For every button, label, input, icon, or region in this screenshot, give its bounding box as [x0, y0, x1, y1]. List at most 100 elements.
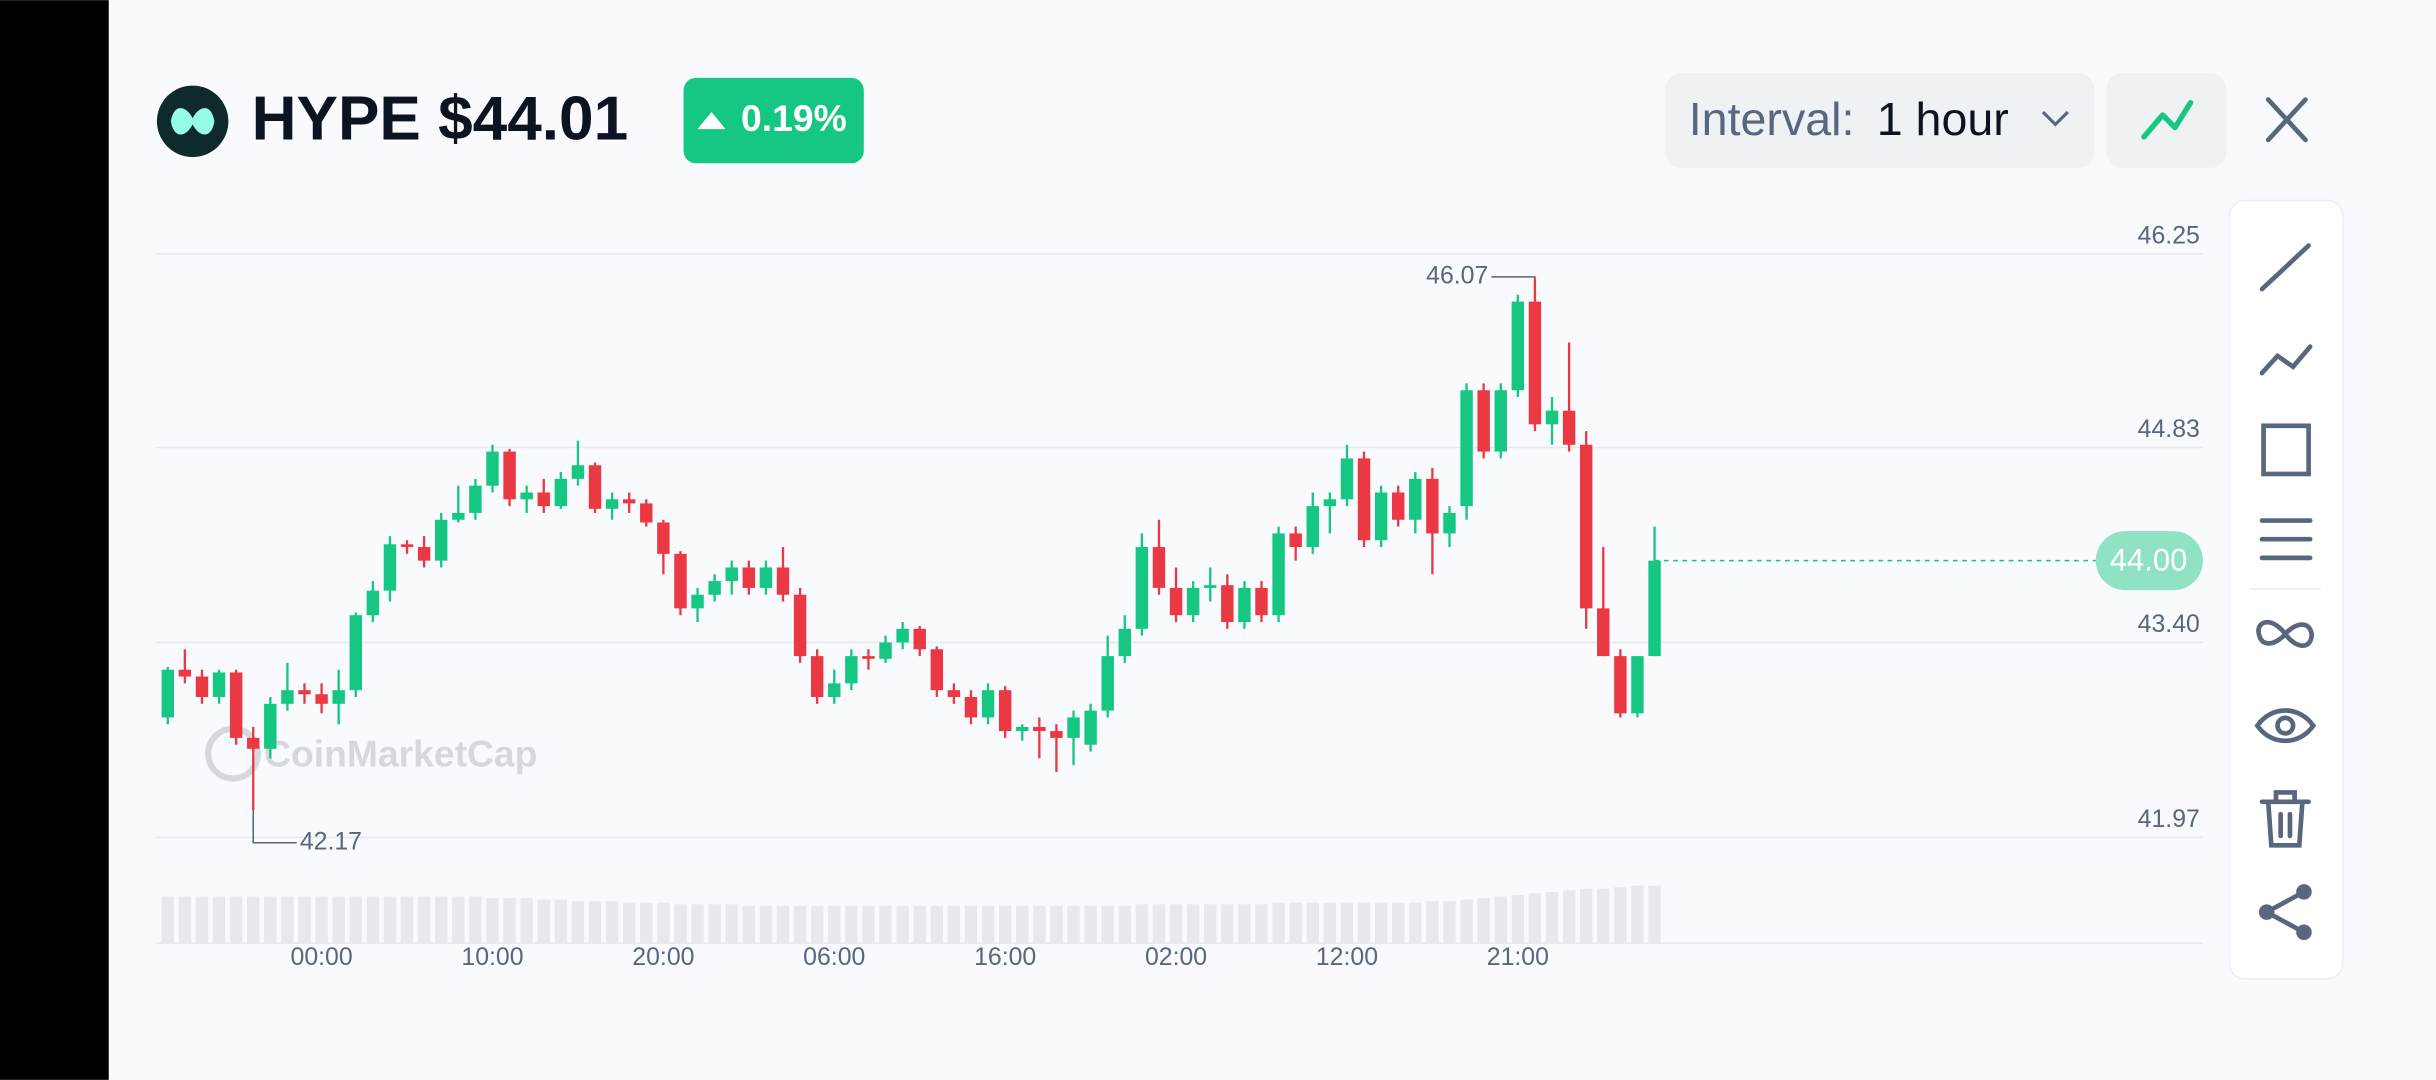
volume-bar: [981, 905, 995, 944]
candle-body: [691, 594, 704, 609]
polyline-tool[interactable]: [2259, 344, 2313, 376]
volume-bar: [862, 905, 875, 944]
candle-body: [793, 594, 807, 657]
candle-body: [349, 615, 362, 691]
watermark: CoinMarketCap: [264, 733, 537, 775]
share-dot: [2296, 884, 2312, 900]
candle-body: [1186, 587, 1200, 616]
parallel-tool[interactable]: [2259, 518, 2313, 561]
volume-bar: [486, 898, 499, 944]
candle-body: [1323, 499, 1337, 507]
candle-body: [640, 503, 653, 523]
max-marker: [1491, 276, 1536, 279]
candle-body: [759, 567, 773, 588]
candle-body: [1409, 478, 1422, 520]
volume-bar: [1204, 904, 1217, 944]
candle-body: [161, 669, 174, 718]
volume-bar: [1511, 894, 1525, 944]
volume-bar: [913, 905, 926, 944]
candle-body: [520, 492, 533, 500]
x-tick-label: 21:00: [1487, 944, 1549, 971]
candle-body: [1528, 301, 1542, 425]
volume-bar: [1340, 902, 1354, 944]
candle-body: [383, 544, 397, 591]
candle-body: [776, 567, 790, 595]
candle-body: [1272, 533, 1285, 616]
volume-bar: [1152, 904, 1166, 944]
candle-body: [1597, 608, 1610, 657]
max-label: 46.07: [1426, 262, 1488, 289]
volume-bar: [845, 905, 858, 944]
volume-bar: [366, 896, 380, 944]
x-tick-label: 20:00: [632, 944, 694, 971]
volume-bar: [622, 902, 636, 944]
close-button[interactable]: [2265, 97, 2308, 143]
candle-body: [1374, 492, 1388, 541]
volume-bar: [1374, 902, 1388, 944]
rectangle-tool[interactable]: [2261, 423, 2311, 477]
volume-bar: [349, 896, 362, 944]
volume-bar: [264, 896, 277, 944]
volume-bar: [520, 898, 533, 944]
volume-bar: [1545, 891, 1559, 944]
volume-bar: [588, 901, 602, 944]
candle-body: [930, 649, 944, 691]
up-arrow: [697, 111, 726, 130]
candle-body: [1135, 547, 1149, 629]
interval-button[interactable]: [1665, 73, 2095, 168]
volume-bar: [674, 904, 687, 944]
candle-body: [1118, 628, 1131, 657]
volume-bar: [725, 904, 738, 944]
volume-bar: [1135, 904, 1149, 944]
x-tick-label: 02:00: [1145, 944, 1207, 971]
volume-bar: [1528, 893, 1542, 944]
candle-body: [400, 544, 414, 548]
candle-body: [1169, 587, 1183, 616]
volume-bar: [828, 905, 841, 944]
candle-body: [298, 690, 311, 695]
link-tool[interactable]: [2256, 620, 2315, 648]
candle-body: [1289, 533, 1302, 548]
candle-body: [657, 522, 670, 554]
candle-body: [879, 642, 892, 659]
side-bar: [0, 0, 109, 1080]
visibility-tool[interactable]: [2254, 708, 2317, 743]
volume-bar: [1118, 905, 1131, 944]
eye-pupil: [2275, 715, 2296, 736]
volume-bar: [879, 905, 892, 944]
volume-bar: [657, 902, 670, 944]
volume-bar: [1255, 904, 1268, 944]
interval-value: 1 hour: [1877, 93, 2009, 145]
candle-body: [1204, 585, 1217, 588]
volume-bar: [383, 896, 397, 944]
volume-bar: [947, 905, 961, 944]
title: HYPE $44.01: [252, 84, 628, 153]
volume-bar: [212, 896, 226, 944]
candle-body: [708, 581, 721, 595]
volume-bar: [1272, 902, 1285, 944]
delete-tool[interactable]: [2259, 790, 2311, 848]
trend-line-tool[interactable]: [2259, 243, 2311, 292]
candle-body: [605, 499, 619, 509]
volume-bar: [1631, 885, 1644, 944]
current-price-badge: [2095, 531, 2203, 591]
candle-body: [1357, 458, 1371, 541]
candle-body: [1050, 731, 1063, 738]
candle-body: [1460, 390, 1473, 507]
volume-bar: [793, 905, 807, 944]
x-tick-label: 16:00: [974, 944, 1036, 971]
volume-bar: [1221, 904, 1234, 944]
candle-body: [964, 696, 978, 718]
volume-bar: [1494, 896, 1507, 944]
volume-bar: [178, 896, 192, 944]
volume-bar: [1016, 905, 1029, 944]
x-tick-label: 10:00: [461, 944, 523, 971]
candle-body: [537, 492, 550, 507]
candle-body: [1511, 301, 1525, 391]
volume-bar: [640, 902, 653, 944]
candle-body: [315, 694, 328, 704]
volume-bar: [571, 901, 585, 944]
volume-bar: [708, 904, 721, 944]
volume-bar: [1392, 902, 1405, 944]
